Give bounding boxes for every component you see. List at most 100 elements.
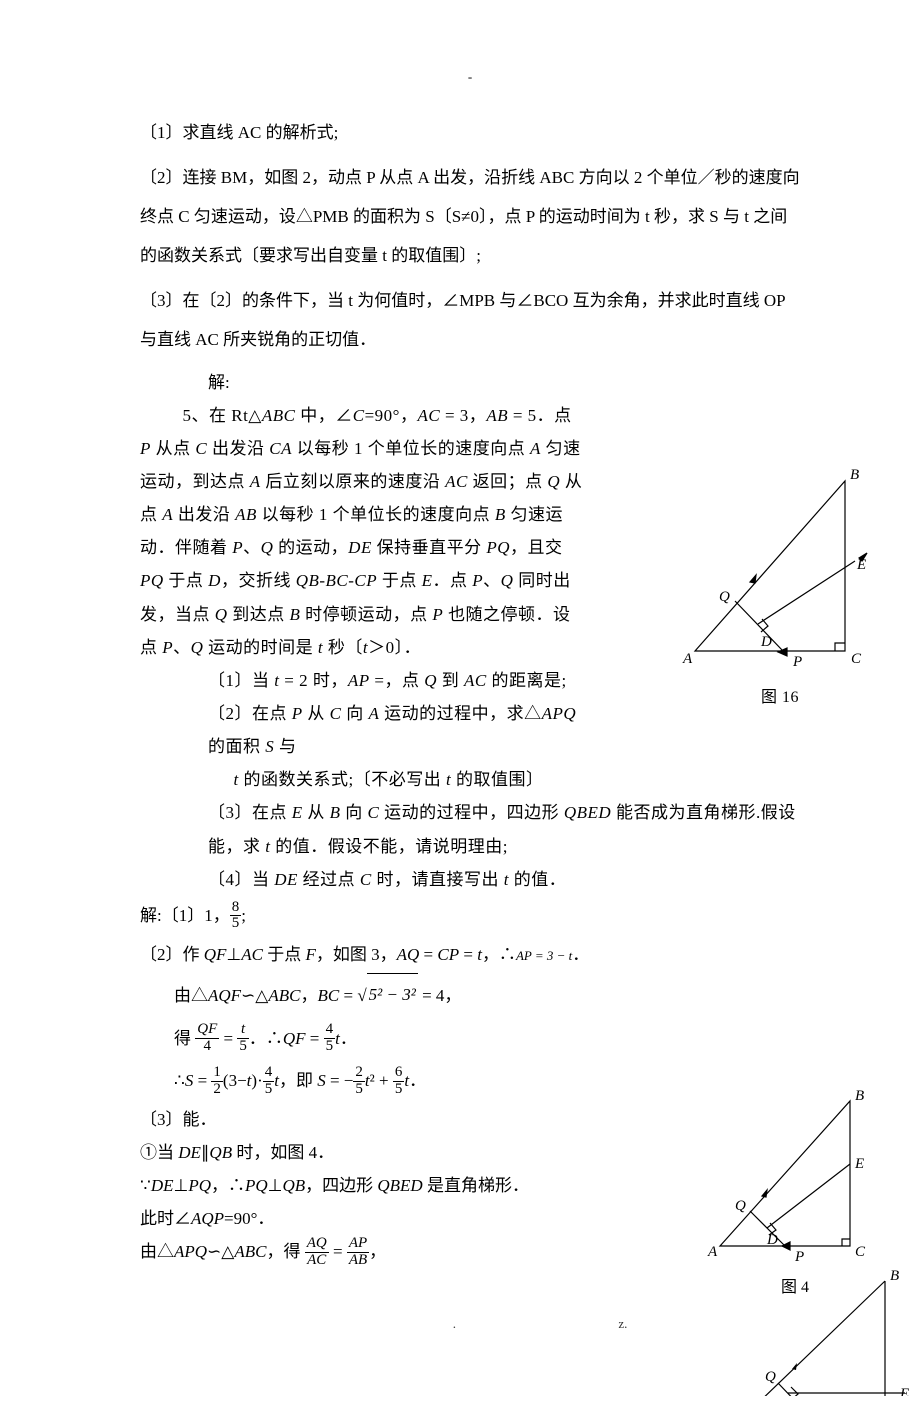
q5-C: C bbox=[353, 406, 365, 425]
q5-t14: 以每秒 1 个单位长的速度向点 bbox=[257, 505, 495, 524]
a3a: 由△ bbox=[174, 986, 208, 1005]
c1c: 时，如图 4． bbox=[232, 1143, 334, 1162]
q5-t31: 秒〔 bbox=[323, 638, 363, 657]
frac-8-5: 85 bbox=[230, 900, 242, 933]
a2cp: CP bbox=[437, 945, 459, 964]
a2aq: AQ bbox=[397, 945, 420, 964]
svg-text:D: D bbox=[782, 1394, 794, 1396]
q5-P2: P bbox=[232, 538, 243, 557]
q5-abc: ABC bbox=[262, 406, 296, 425]
p1pq: PQ bbox=[188, 1176, 211, 1195]
svg-text:P: P bbox=[794, 1249, 804, 1261]
svg-text:D: D bbox=[760, 634, 772, 650]
a5t3: t bbox=[365, 1071, 370, 1090]
s4b: 经过点 bbox=[298, 870, 360, 889]
s1c: =，点 bbox=[370, 671, 425, 690]
c1a: ①当 bbox=[140, 1143, 178, 1162]
s2a2: A bbox=[368, 704, 379, 723]
frac-t5: t5 bbox=[237, 1022, 249, 1055]
s1ap: AP bbox=[348, 671, 370, 690]
answer-5: ∴S = 12(3−t)·45t，即 S = −25t² + 65t． bbox=[140, 1060, 800, 1103]
figure-16: B E Q D A P C 图 16 bbox=[675, 461, 885, 713]
a5b: = bbox=[193, 1071, 211, 1090]
footer-dot: . bbox=[453, 1309, 456, 1339]
frac-45: 45 bbox=[324, 1022, 336, 1055]
q5-Q: Q bbox=[547, 472, 560, 491]
a2a: 〔2〕作 bbox=[140, 945, 204, 964]
c1qb: QB bbox=[209, 1143, 232, 1162]
svg-text:A: A bbox=[707, 1244, 718, 1260]
s2apq: APQ bbox=[542, 704, 577, 723]
s2c: C bbox=[330, 704, 342, 723]
a5a: ∴ bbox=[174, 1071, 185, 1090]
s1e: 的距离是; bbox=[487, 671, 567, 690]
q5-t23: ．点 bbox=[433, 571, 473, 590]
q5-t32: ＞0〕． bbox=[368, 638, 421, 657]
s3b: 从 bbox=[303, 803, 330, 822]
answer-1: 解:〔1〕1，85; bbox=[140, 896, 800, 935]
s2c2: 向 bbox=[341, 704, 368, 723]
q5-t21: ，交折线 bbox=[221, 571, 296, 590]
s2b: 从 bbox=[303, 704, 330, 723]
q5-E: E bbox=[422, 571, 433, 590]
sqrt-expr: 5² − 3² bbox=[367, 973, 418, 1017]
para-2: 〔2〕连接 BM，如图 2，动点 P 从点 A 出发，沿折线 ABC 方向以 2… bbox=[140, 158, 800, 275]
s3qbed: QBED bbox=[564, 803, 611, 822]
a3c: ， bbox=[300, 986, 317, 1005]
q5-t3: =90°， bbox=[365, 406, 418, 425]
s4a: 〔4〕当 bbox=[208, 870, 274, 889]
frac-apab: APAB bbox=[347, 1236, 369, 1269]
s2p: P bbox=[292, 704, 303, 723]
p1f: 是直角梯形． bbox=[423, 1176, 529, 1195]
answer-4: 得 QF4 = t5．∴QF = 45t． bbox=[140, 1018, 800, 1061]
s3c: 向 bbox=[341, 803, 368, 822]
svg-text:D: D bbox=[766, 1232, 778, 1248]
a2d: ，如图 3， bbox=[316, 945, 397, 964]
a4qf: QF bbox=[283, 1029, 306, 1048]
svg-text:Q: Q bbox=[735, 1198, 746, 1214]
q5-A3: A bbox=[162, 505, 173, 524]
s3d: 运动的过程中，四边形 bbox=[379, 803, 564, 822]
q5-t11: 返回；点 bbox=[468, 472, 548, 491]
svg-text:E: E bbox=[856, 557, 867, 573]
q5-t2: 中，∠ bbox=[296, 406, 353, 425]
q5-t10: 后立刻以原来的速度沿 bbox=[261, 472, 446, 491]
s4de: DE bbox=[274, 870, 298, 889]
footer-z: z. bbox=[618, 1309, 627, 1339]
s2s: S bbox=[265, 737, 274, 756]
figure-16-label: 图 16 bbox=[675, 682, 885, 713]
svg-text:B: B bbox=[850, 467, 860, 483]
a5s2: S bbox=[317, 1071, 326, 1090]
s2d: 运动的过程中，求△ bbox=[379, 704, 541, 723]
svg-text:B: B bbox=[855, 1088, 864, 1104]
q5-Q4: Q bbox=[215, 605, 228, 624]
p1c: ，∴ bbox=[211, 1176, 245, 1195]
a2b: ⊥ bbox=[226, 945, 241, 964]
a2f2: = bbox=[459, 945, 477, 964]
q5-CA: CA bbox=[269, 439, 292, 458]
p1a: ∵ bbox=[140, 1176, 151, 1195]
figure-5-partial: B Q D E bbox=[740, 1266, 920, 1407]
a2ap: AP = 3 − t bbox=[516, 948, 572, 963]
sm3: ，得 bbox=[266, 1242, 304, 1261]
p1d: ⊥ bbox=[268, 1176, 283, 1195]
part-3: 〔3〕能． bbox=[140, 1103, 800, 1136]
q5-C2: C bbox=[195, 439, 207, 458]
a2c: 于点 bbox=[263, 945, 306, 964]
a2e: = bbox=[419, 945, 437, 964]
q5-A2: A bbox=[250, 472, 261, 491]
a3aqf: AQF bbox=[208, 986, 241, 1005]
q5-t6: 从点 bbox=[151, 439, 196, 458]
s1b: = 2 时， bbox=[279, 671, 347, 690]
s2g: 的函数关系式;〔不必写出 bbox=[239, 770, 446, 789]
q5-t18: 保持垂直平分 bbox=[372, 538, 487, 557]
a4b: ．∴ bbox=[249, 1029, 283, 1048]
q5-t26: 到达点 bbox=[228, 605, 290, 624]
q5-AB2: AB bbox=[235, 505, 257, 524]
svg-text:Q: Q bbox=[765, 1369, 776, 1385]
answer-2: 〔2〕作 QF⊥AC 于点 F，如图 3，AQ = CP = t，∴AP = 3… bbox=[140, 935, 800, 974]
q5-t19: ，且交 bbox=[510, 538, 563, 557]
p1b: ⊥ bbox=[174, 1176, 189, 1195]
case-1: ①当 DE∥QB 时，如图 4． ∵DE⊥PQ，∴PQ⊥QB，四边形 QBED … bbox=[140, 1136, 800, 1270]
a2h: ． bbox=[572, 945, 589, 964]
